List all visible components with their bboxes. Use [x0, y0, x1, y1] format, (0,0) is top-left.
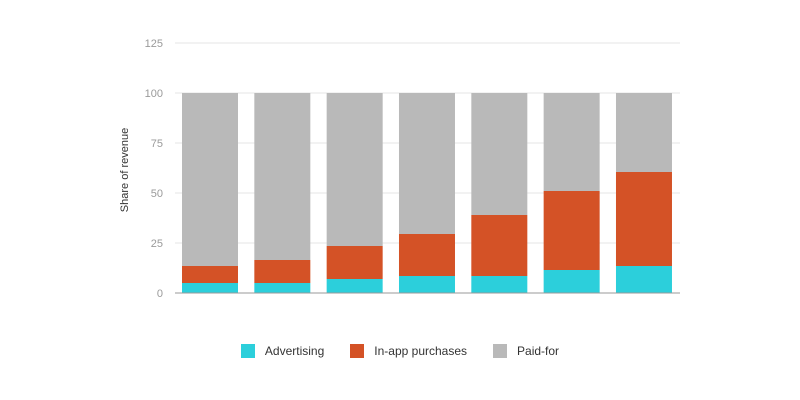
bar-segment-paid-for: [615, 93, 672, 172]
bar-segment-paid-for: [471, 93, 528, 215]
bar-segment-advertising: [398, 276, 455, 293]
legend-swatch-paid-for: [493, 344, 508, 358]
y-tick-label: 125: [145, 38, 163, 50]
legend-item-advertising: Advertising: [240, 344, 325, 358]
bar-segment-in-app-purchases: [543, 191, 600, 270]
y-tick-label: 50: [151, 188, 163, 200]
legend: Advertising In-app purchases Paid-for: [0, 344, 800, 358]
legend-label-in-app-purchases: In-app purchases: [374, 344, 468, 358]
y-axis-ticks: 0 25 50 75 100 125: [145, 38, 163, 300]
legend-swatch-in-app-purchases: [350, 344, 365, 358]
legend-swatch-advertising: [240, 344, 255, 358]
bar-segment-paid-for: [543, 93, 600, 191]
y-tick-label: 25: [151, 238, 163, 250]
legend-label-advertising: Advertising: [264, 344, 325, 358]
bar-segment-advertising: [615, 266, 672, 293]
bar-segment-advertising: [471, 276, 528, 293]
bar-segment-advertising: [254, 283, 311, 293]
bar-segment-advertising: [182, 283, 238, 293]
y-tick-label: 75: [151, 138, 163, 150]
y-tick-label: 0: [157, 288, 163, 300]
legend-label-paid-for: Paid-for: [517, 344, 560, 358]
bar-segment-in-app-purchases: [615, 172, 672, 266]
bar-segment-in-app-purchases: [471, 215, 528, 276]
y-tick-label: 100: [145, 88, 163, 100]
bar-segment-paid-for: [182, 93, 238, 266]
bars: [182, 93, 672, 293]
bar-segment-advertising: [326, 279, 383, 293]
bar-segment-in-app-purchases: [326, 246, 383, 279]
bar-segment-paid-for: [398, 93, 455, 234]
bar-segment-in-app-purchases: [254, 260, 311, 283]
y-axis-label: Share of revenue: [119, 128, 131, 212]
bar-segment-in-app-purchases: [182, 266, 238, 283]
legend-item-in-app-purchases: In-app purchases: [350, 344, 467, 358]
bar-segment-paid-for: [254, 93, 311, 260]
bar-segment-paid-for: [326, 93, 383, 246]
bar-segment-advertising: [543, 270, 600, 293]
bar-segment-in-app-purchases: [398, 234, 455, 276]
legend-item-paid-for: Paid-for: [493, 344, 559, 358]
